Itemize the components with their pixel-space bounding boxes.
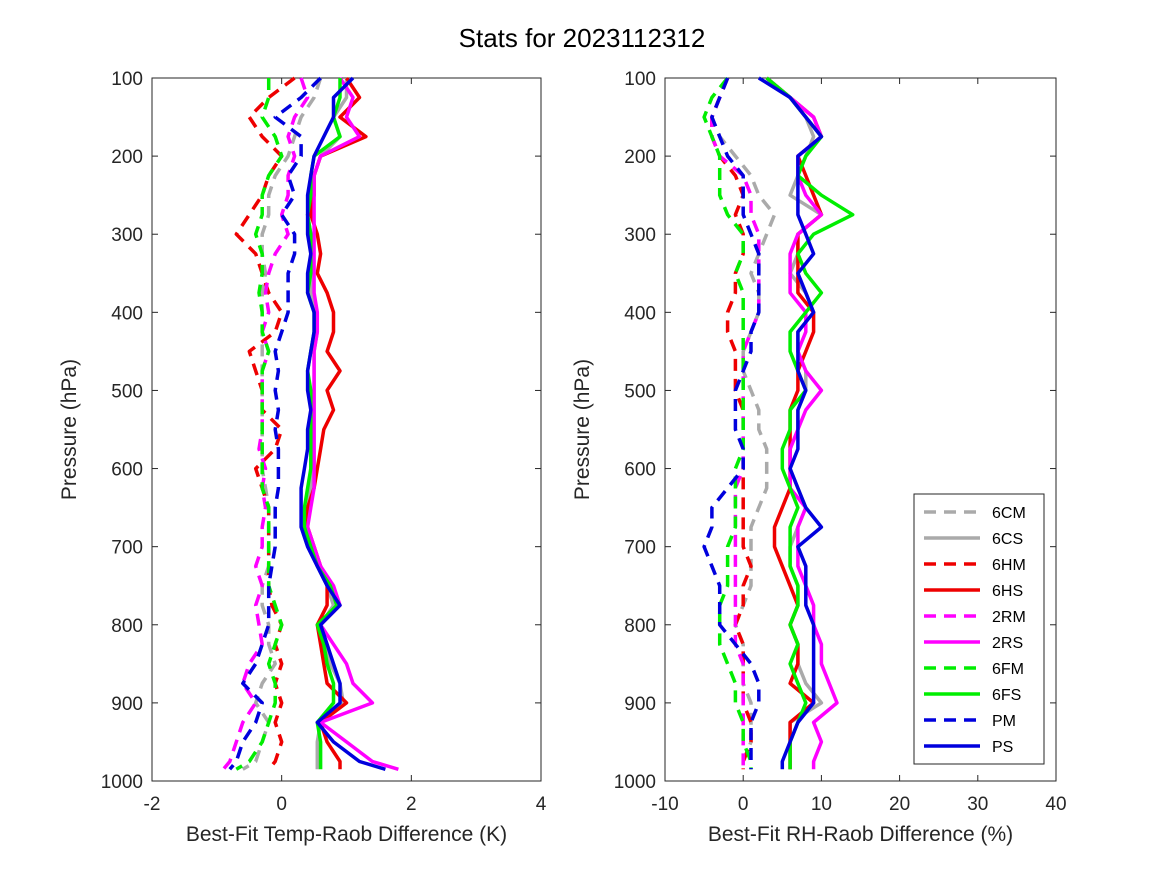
x-tick-label: 0 (276, 794, 287, 815)
y-tick-label: 300 (111, 225, 143, 246)
series-6hs-line (305, 77, 368, 770)
x-tick-label: 0 (738, 794, 749, 815)
y-tick-label: 1000 (614, 772, 656, 793)
y-tick-label: 700 (624, 538, 656, 559)
x-tick-label: 40 (1045, 794, 1066, 815)
legend-label-6cm: 6CM (992, 505, 1026, 522)
legend: 6CM 6CS 6HM 6HS 2RM 2RS 6FM 6FS PM PS (913, 493, 1045, 765)
series-6fm-line (235, 78, 284, 771)
y-axis-label: Pressure (hPa) (58, 359, 81, 500)
series-ps-line (757, 76, 824, 770)
legend-label-2rm: 2RM (992, 609, 1026, 626)
legend-label-6hm: 6HM (992, 557, 1026, 574)
series-6hm-line (710, 77, 753, 770)
legend-label-6cs: 6CS (992, 531, 1023, 548)
y-tick-label: 800 (111, 616, 143, 637)
legend-label-2rs: 2RS (992, 635, 1023, 652)
legend-label-6fs: 6FS (992, 687, 1021, 704)
y-tick-label: 600 (624, 460, 656, 481)
series-6fs-line (302, 78, 342, 770)
x-tick-label: 2 (406, 794, 417, 815)
y-tick-label: 900 (624, 694, 656, 715)
y-tick-label: 600 (111, 460, 143, 481)
legend-box (913, 493, 1045, 765)
series-6fm-line (702, 76, 753, 770)
series-ps-line (299, 76, 386, 771)
x-tick-label: 4 (536, 794, 547, 815)
y-tick-label: 700 (111, 538, 143, 559)
figure-title: Stats for 2023112312 (459, 23, 706, 53)
axes-box (664, 77, 1057, 782)
series-pm-line (702, 77, 761, 770)
series-6hm-line (234, 76, 296, 771)
y-tick-label: 500 (111, 381, 143, 402)
x-axis-label: Best-Fit RH-Raob Difference (%) (708, 823, 1013, 846)
x-tick-label: -2 (144, 794, 161, 815)
y-tick-label: 800 (624, 616, 656, 637)
x-tick-label: 30 (967, 794, 988, 815)
y-tick-label: 100 (624, 69, 656, 90)
y-tick-label: 500 (624, 381, 656, 402)
y-tick-label: 400 (111, 303, 143, 324)
y-tick-label: 100 (111, 69, 143, 90)
x-tick-label: -10 (651, 794, 678, 815)
legend-label-ps: PS (992, 739, 1013, 756)
legend-label-6fm: 6FM (992, 661, 1024, 678)
y-tick-label: 400 (624, 303, 656, 324)
axes-box (151, 77, 542, 782)
series-2rs-line (305, 77, 399, 771)
y-tick-label: 200 (624, 147, 656, 168)
x-tick-label: 20 (889, 794, 910, 815)
y-tick-label: 300 (624, 225, 656, 246)
series-2rs-line (765, 76, 839, 770)
y-tick-label: 1000 (101, 772, 143, 793)
y-tick-label: 200 (111, 147, 143, 168)
series-6fs-line (765, 76, 855, 770)
x-tick-label: 10 (811, 794, 832, 815)
series-pm-line (228, 76, 322, 771)
y-tick-label: 900 (111, 694, 143, 715)
legend-label-6hs: 6HS (992, 583, 1023, 600)
y-axis-label: Pressure (hPa) (571, 359, 594, 500)
temperature-difference-panel: -2 0 2 4 100 200 300 400 500 600 700 800 900 1000 Best… (58, 69, 547, 846)
series-2rm-line (710, 77, 761, 770)
legend-label-pm: PM (992, 713, 1016, 730)
rh-difference-panel: -10 0 10 20 30 40 100 200 300 400 500 600 700 800 900 1… (571, 69, 1067, 846)
x-axis-label: Best-Fit Temp-Raob Difference (K) (186, 823, 507, 846)
